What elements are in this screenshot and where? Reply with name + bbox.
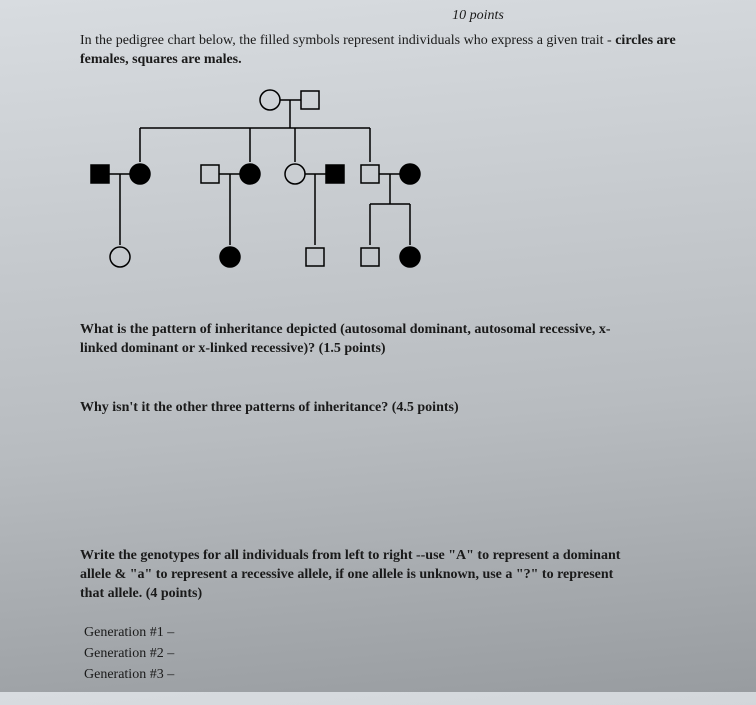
gen-3-label: Generation #3 – — [84, 664, 696, 685]
q1-line-a: What is the pattern of inheritance depic… — [80, 322, 611, 337]
gen-2-label: Generation #2 – — [84, 643, 696, 664]
points-header: 10 points — [260, 8, 696, 24]
q3-line-c: that allele. (4 points) — [80, 586, 202, 601]
q1-line-b: linked dominant or x-linked recessive)? … — [80, 341, 386, 356]
question-1: What is the pattern of inheritance depic… — [80, 321, 696, 359]
generation-lines: Generation #1 – Generation #2 – Generati… — [84, 622, 696, 685]
q3-line-b: allele & "a" to represent a recessive al… — [80, 567, 613, 582]
gen-1-label: Generation #1 – — [84, 622, 696, 643]
worksheet-page: 10 points In the pedigree chart below, t… — [0, 0, 756, 705]
question-2: Why isn't it the other three patterns of… — [80, 399, 696, 418]
pedigree-svg — [70, 82, 430, 302]
question-3: Write the genotypes for all individuals … — [80, 547, 696, 604]
pedigree-chart — [70, 82, 696, 307]
q3-line-a: Write the genotypes for all individuals … — [80, 548, 620, 563]
intro-line1: In the pedigree chart below, the filled … — [80, 33, 615, 48]
intro-text: In the pedigree chart below, the filled … — [80, 32, 696, 70]
